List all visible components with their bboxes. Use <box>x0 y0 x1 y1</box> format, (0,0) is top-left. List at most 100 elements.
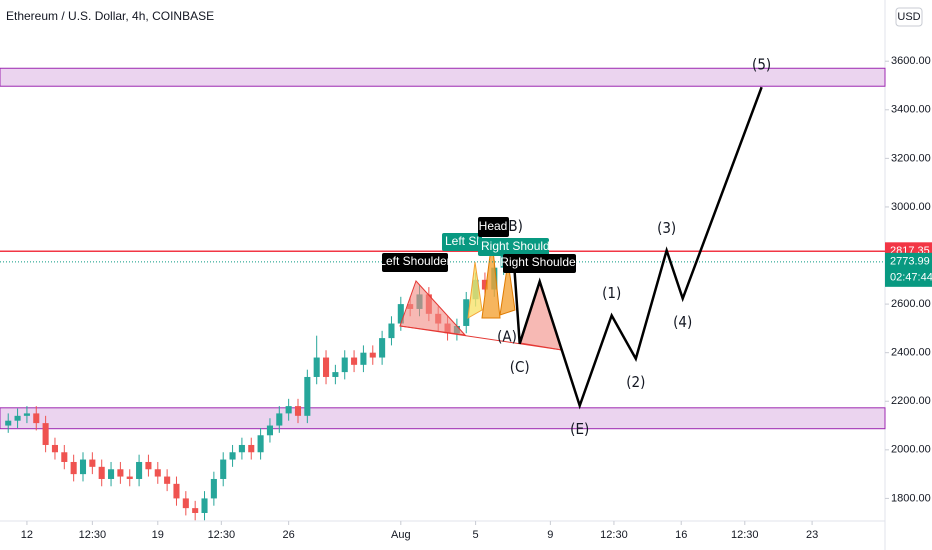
candle-body <box>5 420 12 426</box>
x-tick-label: 23 <box>806 529 818 541</box>
y-tick-label: 2400.00 <box>891 347 931 359</box>
neckline <box>399 325 563 351</box>
zones <box>0 67 886 430</box>
pattern-label: (A) <box>497 328 517 346</box>
candle-body <box>173 483 180 499</box>
candle-body <box>117 469 124 477</box>
x-tick-label: 12:30 <box>731 529 759 541</box>
x-tick-label: Aug <box>391 529 411 541</box>
candle-body <box>257 435 264 453</box>
candle-body <box>369 352 376 358</box>
candle-body <box>42 423 49 445</box>
currency-button[interactable] <box>895 7 923 27</box>
label-box <box>503 254 576 273</box>
wave-label: (E) <box>570 420 589 438</box>
pattern-shape <box>481 239 501 319</box>
wave: (B)(C)(E)(1)(2)(3)(4)(5) <box>503 56 771 438</box>
pattern-shapes <box>399 239 563 351</box>
candle-body <box>481 279 488 290</box>
y-tick-label: 2000.00 <box>891 444 931 456</box>
pattern-shape <box>499 261 516 316</box>
x-tick-label: 16 <box>675 529 687 541</box>
x-tick-label: 9 <box>547 529 553 541</box>
candle-body <box>70 461 77 475</box>
x-tick-label: 12:30 <box>79 529 107 541</box>
candle-body <box>351 357 358 365</box>
pattern-labels: Left Shoulder Right Shoulder Left Should… <box>379 217 580 346</box>
candle-body <box>266 425 273 436</box>
axes: 1800.00 2000.00 2200.00 2400.00 2600.00 3000.… <box>21 55 932 541</box>
candle-body <box>154 469 161 477</box>
candle-body <box>285 406 292 414</box>
label-box <box>478 217 509 237</box>
pattern-shape <box>399 280 467 336</box>
candle-body <box>79 459 87 475</box>
candle-body <box>61 452 68 462</box>
candle-body <box>14 415 21 421</box>
pattern-label: Left Shoulder <box>379 254 450 268</box>
candle-body <box>201 498 208 513</box>
candle-body <box>238 444 245 453</box>
candle-body <box>248 444 255 453</box>
label-box <box>442 233 482 251</box>
candle-body <box>294 406 302 416</box>
candle-body <box>51 444 58 453</box>
candle-body <box>332 372 339 377</box>
level-label: 2817.35 <box>890 245 930 257</box>
last-price-label: 2773.99 <box>890 256 930 268</box>
levels <box>0 250 885 263</box>
candles <box>5 245 517 521</box>
candle-body <box>463 299 470 326</box>
y-tick-label: 3000.00 <box>891 201 931 213</box>
x-tick-label: 19 <box>152 529 164 541</box>
pattern-label: Right Shoulder <box>500 255 579 269</box>
candle-body <box>220 459 227 479</box>
y-tick-label: 3200.00 <box>891 152 931 164</box>
zone <box>0 67 886 87</box>
y-tick-label: 2600.00 <box>891 298 931 310</box>
x-tick-label: 12 <box>21 529 33 541</box>
x-tick-label: 5 <box>473 529 479 541</box>
pattern-label: Head <box>479 219 508 233</box>
candle-body <box>210 478 217 499</box>
pattern-label: Right Shoulder <box>481 239 560 253</box>
x-tick-label: 26 <box>283 529 295 541</box>
candle-body <box>33 413 40 424</box>
candle-body <box>313 357 320 377</box>
wave-line <box>511 86 763 410</box>
candle-body <box>388 323 395 339</box>
candle-body <box>89 459 96 467</box>
candle-body <box>360 352 367 365</box>
pattern-shape <box>467 261 483 319</box>
candle-body <box>341 357 348 373</box>
candle-body <box>322 357 330 377</box>
wave-label: (5) <box>752 56 771 74</box>
candle-body <box>397 304 404 324</box>
wave-label: (4) <box>673 313 692 331</box>
candle-body <box>182 498 189 509</box>
x-tick-label: 12:30 <box>208 529 236 541</box>
candle-body <box>23 413 30 416</box>
label-box <box>478 238 549 256</box>
last-price-tag <box>885 252 932 287</box>
wave-label: (2) <box>626 373 645 391</box>
candle-body <box>304 376 311 416</box>
zone <box>0 407 886 430</box>
candle-body <box>145 461 152 470</box>
candle-body <box>379 338 386 358</box>
candle-body <box>126 476 133 479</box>
y-tick-label: 3400.00 <box>891 104 931 116</box>
candle-body <box>164 476 171 484</box>
y-tick-label: 1800.00 <box>891 492 931 504</box>
candle-body <box>136 461 143 479</box>
pattern-shape <box>519 279 563 351</box>
candle-body <box>229 452 236 460</box>
candle-body <box>276 413 283 426</box>
candle-body <box>192 508 199 513</box>
currency[interactable]: USD <box>897 11 920 23</box>
countdown: 02:47:44 <box>890 272 932 284</box>
wave-label: (3) <box>657 219 676 237</box>
label-box <box>382 253 448 272</box>
